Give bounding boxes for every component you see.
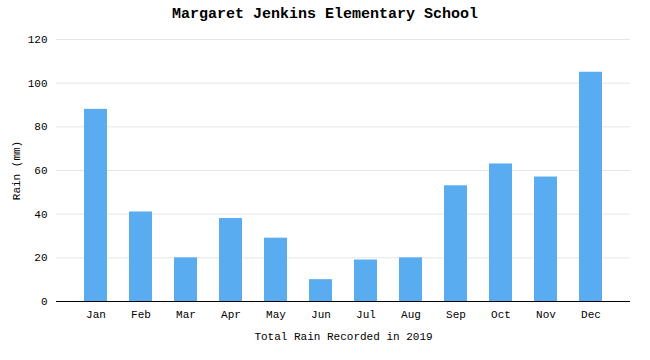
svg-text:120: 120 [28, 34, 48, 46]
svg-text:20: 20 [34, 252, 47, 264]
svg-text:Sep: Sep [446, 309, 466, 321]
svg-text:100: 100 [28, 78, 48, 90]
svg-text:80: 80 [34, 121, 47, 133]
html-text:Margaret Jenkins Elementary Sc: Margaret Jenkins Elementary School [172, 6, 478, 23]
svg-text:Feb: Feb [131, 309, 151, 321]
svg-text:Jul: Jul [356, 309, 376, 321]
svg-text:Rain (mm): Rain (mm) [11, 141, 23, 200]
svg-text:Jan: Jan [86, 309, 106, 321]
svg-text:0: 0 [41, 296, 48, 308]
svg-text:Dec: Dec [581, 309, 601, 321]
svg-text:Jun: Jun [311, 309, 331, 321]
svg-text:40: 40 [34, 209, 47, 221]
svg-text:Oct: Oct [491, 309, 511, 321]
svg-text:May: May [266, 309, 286, 321]
svg-text:Aug: Aug [401, 309, 421, 321]
svg-text:Total Rain Recorded in 2019: Total Rain Recorded in 2019 [254, 331, 432, 343]
svg-text:Nov: Nov [536, 309, 556, 321]
svg-text:60: 60 [34, 165, 47, 177]
svg-text:Apr: Apr [221, 309, 241, 321]
svg-text:Mar: Mar [176, 309, 196, 321]
